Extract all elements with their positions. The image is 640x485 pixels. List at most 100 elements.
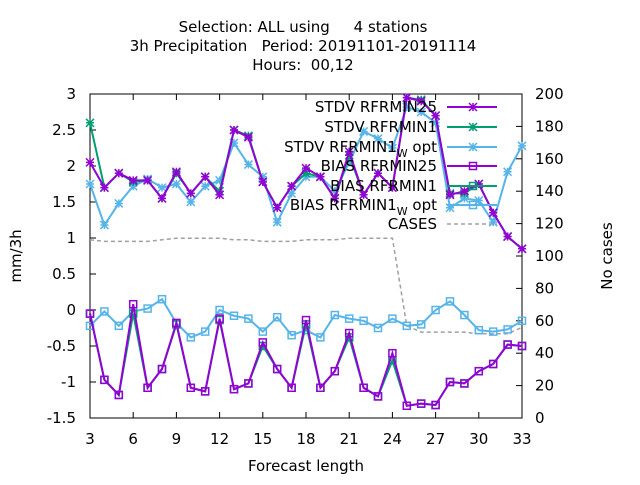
series-line — [89, 297, 523, 339]
data-point — [215, 314, 224, 323]
series-5 — [85, 294, 527, 342]
data-point — [272, 217, 282, 227]
data-point — [287, 330, 296, 340]
data-point — [517, 244, 527, 254]
legend-label: CASES — [388, 215, 437, 233]
chart-title-line-1: Selection: ALL using 4 stations — [179, 18, 428, 36]
data-point — [243, 160, 253, 170]
data-point — [503, 167, 513, 177]
data-point — [445, 377, 455, 387]
legend-label: STDV RFRMIN25 — [315, 98, 437, 116]
data-point — [373, 168, 383, 178]
x-tick-label: 15 — [253, 430, 272, 448]
series-layer — [85, 93, 527, 411]
data-point — [431, 118, 441, 128]
data-point — [258, 338, 268, 347]
data-point — [416, 107, 426, 117]
data-point — [402, 93, 412, 103]
data-point — [287, 188, 297, 198]
series-0 — [85, 93, 527, 254]
data-point — [215, 190, 225, 200]
data-point — [229, 311, 239, 321]
data-point — [387, 143, 397, 153]
data-point — [474, 325, 484, 335]
data-point — [431, 400, 440, 410]
data-point — [215, 305, 224, 315]
data-point — [287, 383, 296, 393]
data-point — [359, 316, 368, 326]
data-point — [200, 172, 210, 182]
data-point — [373, 134, 383, 144]
data-point — [373, 323, 383, 333]
y2-tick-label: 200 — [535, 85, 564, 103]
y2-tick-label: 20 — [535, 377, 554, 395]
x-tick-label: 33 — [512, 430, 531, 448]
data-point — [330, 186, 340, 196]
data-point — [128, 181, 138, 191]
data-point — [244, 379, 253, 388]
chart-title-line-3: Hours: 00,12 — [252, 56, 353, 74]
data-point — [316, 383, 325, 393]
data-point — [287, 181, 297, 191]
legend-label: BIAS RFRMIN25 — [321, 157, 437, 175]
data-point — [460, 310, 469, 320]
data-point — [215, 175, 225, 185]
data-point — [200, 387, 210, 396]
data-point — [85, 157, 95, 167]
x-tick-label: 18 — [296, 430, 315, 448]
data-point — [344, 147, 354, 157]
data-point — [416, 320, 426, 329]
data-point — [128, 175, 138, 185]
data-point — [114, 198, 124, 208]
data-point — [186, 333, 196, 342]
y-tick-label: 2 — [66, 157, 76, 175]
data-point — [157, 183, 167, 193]
data-point — [459, 193, 469, 203]
data-point — [359, 190, 369, 200]
data-point — [445, 203, 455, 213]
data-point — [171, 167, 181, 177]
data-point — [503, 325, 512, 334]
data-point — [243, 132, 253, 142]
y-tick-label: 2.5 — [52, 121, 76, 139]
data-point — [359, 126, 369, 136]
y2-axis-label: No cases — [598, 222, 616, 290]
y-tick-label: 1.5 — [52, 193, 76, 211]
x-tick-label: 21 — [340, 430, 359, 448]
data-point — [474, 366, 484, 376]
legend-label: BIAS RFRMIN1 — [330, 177, 437, 195]
data-point — [488, 217, 498, 227]
series-1 — [85, 93, 527, 254]
data-point — [387, 183, 397, 193]
x-tick-label: 6 — [128, 430, 138, 448]
plot-area: -1.5-1-0.500.511.522.5302040608010012014… — [47, 85, 564, 448]
data-point — [459, 186, 469, 196]
data-point — [229, 125, 239, 135]
y2-tick-label: 160 — [535, 150, 564, 168]
data-point — [488, 327, 498, 336]
series-3 — [85, 299, 527, 411]
data-point — [330, 193, 340, 203]
x-tick-label: 30 — [469, 430, 488, 448]
x-tick-label: 9 — [172, 430, 182, 448]
data-point — [503, 340, 512, 349]
data-point — [431, 305, 440, 315]
data-point — [517, 316, 527, 326]
x-tick-label: 27 — [426, 430, 445, 448]
legend-marker — [468, 181, 478, 191]
data-point — [301, 315, 311, 325]
data-point — [157, 193, 167, 203]
data-point — [186, 197, 196, 207]
data-point — [503, 232, 513, 242]
data-point — [244, 314, 253, 323]
data-point — [330, 310, 340, 320]
data-point — [315, 172, 325, 182]
data-point — [143, 304, 152, 313]
data-point — [171, 179, 181, 189]
data-point — [99, 183, 109, 193]
data-point — [85, 309, 95, 318]
chart-title-line-2: 3h Precipitation Period: 20191101-201911… — [130, 37, 477, 55]
y2-tick-label: 80 — [535, 279, 554, 297]
